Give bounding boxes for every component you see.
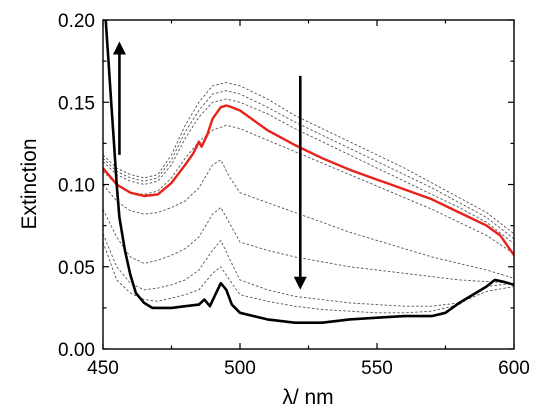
series-line-final [104, 20, 514, 324]
x-tick-label: 600 [498, 358, 530, 379]
series-line-dashed-1 [103, 82, 514, 235]
series-line-dashed-6 [103, 207, 514, 284]
y-axis-title: Extinction [18, 138, 41, 229]
axes: 450 500 550 600 0.00 0.05 0.10 0.15 0.20 [58, 11, 530, 379]
series-line-dashed-3 [103, 98, 514, 245]
y-tick-label: 0.05 [58, 258, 95, 279]
series-line-highlight [103, 104, 514, 256]
y-tick-label: 0.15 [58, 93, 95, 114]
series-line-dashed-5 [103, 159, 514, 279]
series-layer [103, 20, 514, 324]
series-line-dashed-2 [103, 90, 514, 240]
annotation-layer [112, 41, 307, 290]
y-tick-label: 0.20 [58, 11, 95, 32]
x-tick-label: 550 [361, 358, 393, 379]
series-line-dashed-7 [103, 233, 514, 307]
x-tick-label: 500 [224, 358, 256, 379]
y-tick-label: 0.10 [58, 176, 95, 197]
y-tick-label: 0.00 [58, 340, 95, 361]
series-line-dashed-8 [103, 241, 514, 314]
x-tick-label: 450 [87, 358, 119, 379]
x-axis-title: λ/ nm [282, 386, 333, 409]
